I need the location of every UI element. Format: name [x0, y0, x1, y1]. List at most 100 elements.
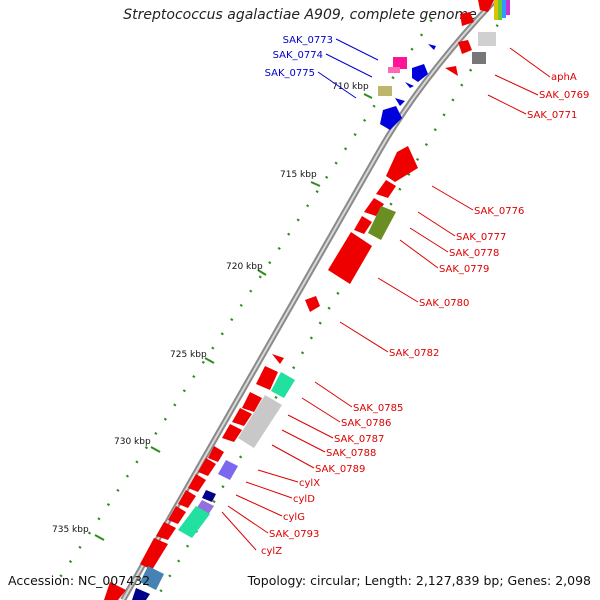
gene-label: cylX [299, 478, 320, 489]
gene-block [494, 0, 498, 20]
minor-tick [221, 485, 225, 489]
minor-tick [325, 175, 329, 179]
minor-tick [344, 147, 348, 151]
kbp-label: 710 kbp [332, 82, 369, 92]
gene-label: cylG [283, 512, 305, 523]
minor-tick [230, 318, 234, 322]
gene-block [502, 0, 506, 18]
minor-tick [249, 289, 253, 293]
gene-labels-reverse: aphA SAK_0769 SAK_0771 SAK_0776 SAK_0777… [261, 72, 589, 557]
gene-block [178, 506, 210, 538]
gene-label: SAK_0773 [283, 35, 333, 46]
minor-tick [87, 531, 92, 535]
gene-arrow [380, 106, 402, 130]
minor-tick [177, 559, 181, 563]
minor-tick [59, 574, 63, 578]
minor-tick [274, 395, 278, 399]
minor-tick [220, 332, 224, 336]
gene-arrow [208, 446, 224, 462]
minor-tick [296, 218, 300, 222]
forward-strand-genes[interactable] [378, 44, 436, 130]
gene-arrow [386, 146, 418, 182]
gene-arrow [460, 12, 474, 26]
accession-text: Accession: NC_007432 [8, 573, 151, 588]
minor-tick [315, 189, 319, 194]
gene-block [271, 372, 295, 398]
genome-backbone [120, 0, 498, 600]
gene-arrow [395, 98, 405, 106]
reverse-strand-genes[interactable] [104, 146, 418, 600]
minor-tick [334, 161, 338, 165]
minor-tick [239, 303, 243, 307]
gene-label: SAK_0774 [273, 50, 323, 61]
minor-tick [97, 517, 101, 521]
minor-tick [135, 460, 139, 464]
minor-tick [212, 499, 216, 504]
minor-tick [372, 104, 376, 108]
minor-tick [419, 33, 424, 37]
minor-tick [306, 204, 310, 208]
minor-tick [389, 202, 393, 206]
gene-label: SAK_0793 [269, 529, 319, 540]
gene-label: SAK_0769 [539, 90, 589, 101]
minor-tick [353, 133, 357, 137]
gene-label: SAK_0789 [315, 464, 365, 475]
kbp-tick [204, 357, 215, 364]
minor-tick [442, 113, 446, 117]
kbp-tick [310, 181, 321, 187]
minor-tick [78, 545, 82, 549]
minor-tick [125, 474, 130, 478]
kbp-scale: 710 kbp 715 kbp 720 kbp 725 kbp 730 kbp … [52, 82, 373, 541]
gene-block [132, 588, 150, 600]
genome-stats-text: Topology: circular; Length: 2,127,839 bp… [247, 573, 591, 588]
minor-tick [415, 157, 420, 162]
gene-arrow [256, 366, 278, 390]
gene-arrow [198, 458, 216, 476]
minor-tick [292, 366, 296, 370]
gene-arrow [354, 216, 372, 234]
map-title: Streptococcus agalactiae A909, complete … [123, 7, 477, 23]
gene-label: SAK_0777 [456, 232, 506, 243]
minor-tick [201, 360, 205, 364]
gene-arrow [458, 40, 472, 54]
gene-arrow [178, 490, 196, 508]
annotated-blocks[interactable] [132, 206, 396, 600]
minor-tick [429, 19, 433, 23]
kbp-tick [257, 269, 267, 276]
gene-arrow [405, 82, 414, 88]
gene-block [368, 206, 396, 240]
minor-tick [154, 431, 158, 435]
kbp-label: 725 kbp [170, 350, 207, 360]
gene-block [378, 86, 392, 96]
gene-arrow [272, 354, 284, 364]
minor-tick [159, 589, 163, 593]
minor-tick [106, 503, 111, 507]
minor-tick [433, 128, 437, 132]
gene-arrow [156, 522, 176, 540]
minor-tick [327, 306, 331, 310]
gene-label: SAK_0775 [265, 68, 315, 79]
gene-label: aphA [551, 72, 577, 83]
gene-label: SAK_0779 [439, 264, 489, 275]
gene-arrow [328, 232, 372, 284]
gene-block [506, 0, 510, 15]
minor-tick [300, 351, 305, 355]
minor-tick [495, 24, 499, 28]
minor-tick [287, 232, 291, 236]
minor-tick [182, 389, 186, 393]
gene-arrow [376, 180, 396, 198]
gene-label: SAK_0787 [334, 434, 384, 445]
minor-tick [68, 559, 73, 564]
gene-arrow [188, 474, 206, 492]
gene-arrow [242, 392, 262, 412]
gene-block [472, 52, 486, 64]
gene-label: cylD [293, 494, 315, 505]
kbp-label: 735 kbp [52, 525, 89, 535]
gene-label: SAK_0785 [353, 403, 403, 414]
minor-tick [424, 143, 428, 147]
gene-block [388, 67, 400, 73]
top-genes[interactable] [445, 0, 510, 76]
gene-arrow [104, 582, 126, 600]
gene-label: cylZ [261, 546, 282, 557]
